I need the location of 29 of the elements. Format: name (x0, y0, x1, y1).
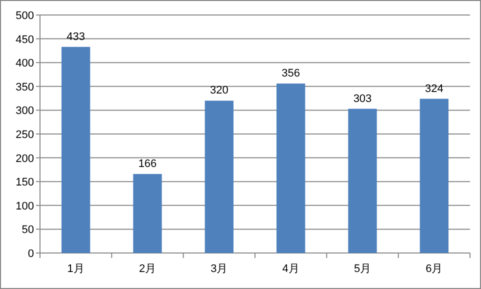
y-tick-label: 400 (16, 58, 34, 70)
bar (276, 84, 306, 253)
bar (204, 100, 234, 253)
bar (420, 98, 448, 253)
y-tick-label: 450 (16, 34, 34, 46)
data-label: 166 (138, 158, 157, 170)
data-label: 320 (210, 84, 228, 97)
bar (348, 108, 377, 253)
x-tick-label: 3月 (210, 263, 228, 275)
y-tick-label: 200 (16, 152, 34, 165)
data-label: 433 (66, 30, 86, 43)
data-label: 324 (424, 82, 444, 95)
x-tick-label: 1月 (67, 263, 84, 275)
data-label: 356 (282, 68, 300, 80)
x-tick-label: 4月 (282, 263, 300, 275)
y-tick-label: 500 (16, 10, 34, 22)
bar (133, 174, 162, 253)
x-tick-label: 5月 (354, 263, 372, 275)
data-label: 303 (353, 92, 372, 105)
x-tick-label: 2月 (138, 263, 156, 275)
y-tick-label: 300 (16, 105, 34, 118)
bar (62, 46, 90, 253)
y-tick-label: 250 (16, 129, 34, 141)
x-tick-label: 6月 (426, 263, 443, 275)
y-tick-label: 100 (16, 200, 34, 212)
y-tick-label: 350 (16, 81, 34, 94)
y-tick-label: 0 (28, 248, 34, 260)
y-tick-label: 50 (22, 224, 34, 236)
y-tick-label: 150 (16, 176, 34, 189)
